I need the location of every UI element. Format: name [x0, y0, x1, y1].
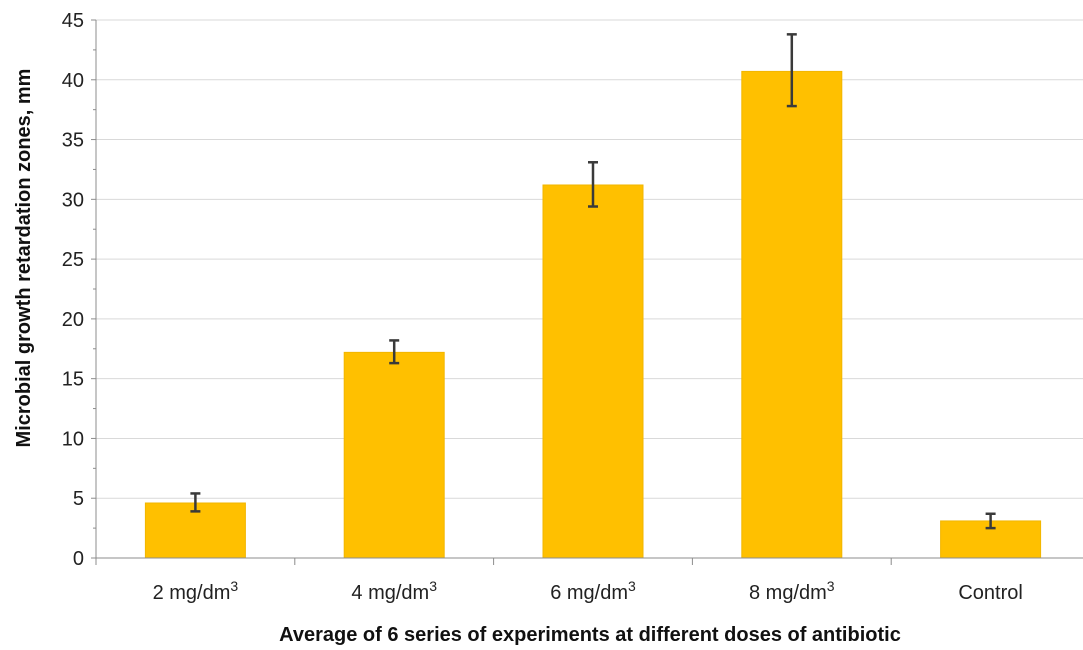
axes	[91, 19, 1083, 565]
y-tick-label: 25	[62, 249, 84, 271]
bar	[542, 184, 644, 559]
x-tick-label: 4 mg/dm3	[351, 578, 437, 604]
y-tick-label: 5	[73, 488, 84, 510]
y-tick-label: 35	[62, 130, 84, 152]
x-tick-label: 6 mg/dm3	[550, 578, 636, 604]
bars	[144, 70, 1042, 559]
x-tick-label: 8 mg/dm3	[749, 578, 835, 604]
x-tick-label: Control	[958, 582, 1022, 604]
y-tick-label: 15	[62, 369, 84, 391]
bar	[741, 70, 843, 559]
tick-labels: 0 5 10 15 20 25 30 35 40 45 2 mg/dm3 4 mg/dm3 6 mg/d…	[62, 10, 1023, 604]
error-bars	[190, 33, 996, 530]
y-tick-label: 30	[62, 189, 84, 211]
x-axis-title: Average of 6 series of experiments at di…	[279, 624, 901, 646]
bar	[343, 351, 445, 559]
y-tick-label: 0	[73, 548, 84, 570]
x-tick-label: 2 mg/dm3	[153, 578, 239, 604]
y-tick-label: 45	[62, 10, 84, 32]
y-tick-label: 10	[62, 428, 84, 450]
y-axis-title: Microbial growth retardation zones, mm	[13, 69, 35, 448]
y-tick-label: 20	[62, 309, 84, 331]
y-tick-label: 40	[62, 70, 84, 92]
